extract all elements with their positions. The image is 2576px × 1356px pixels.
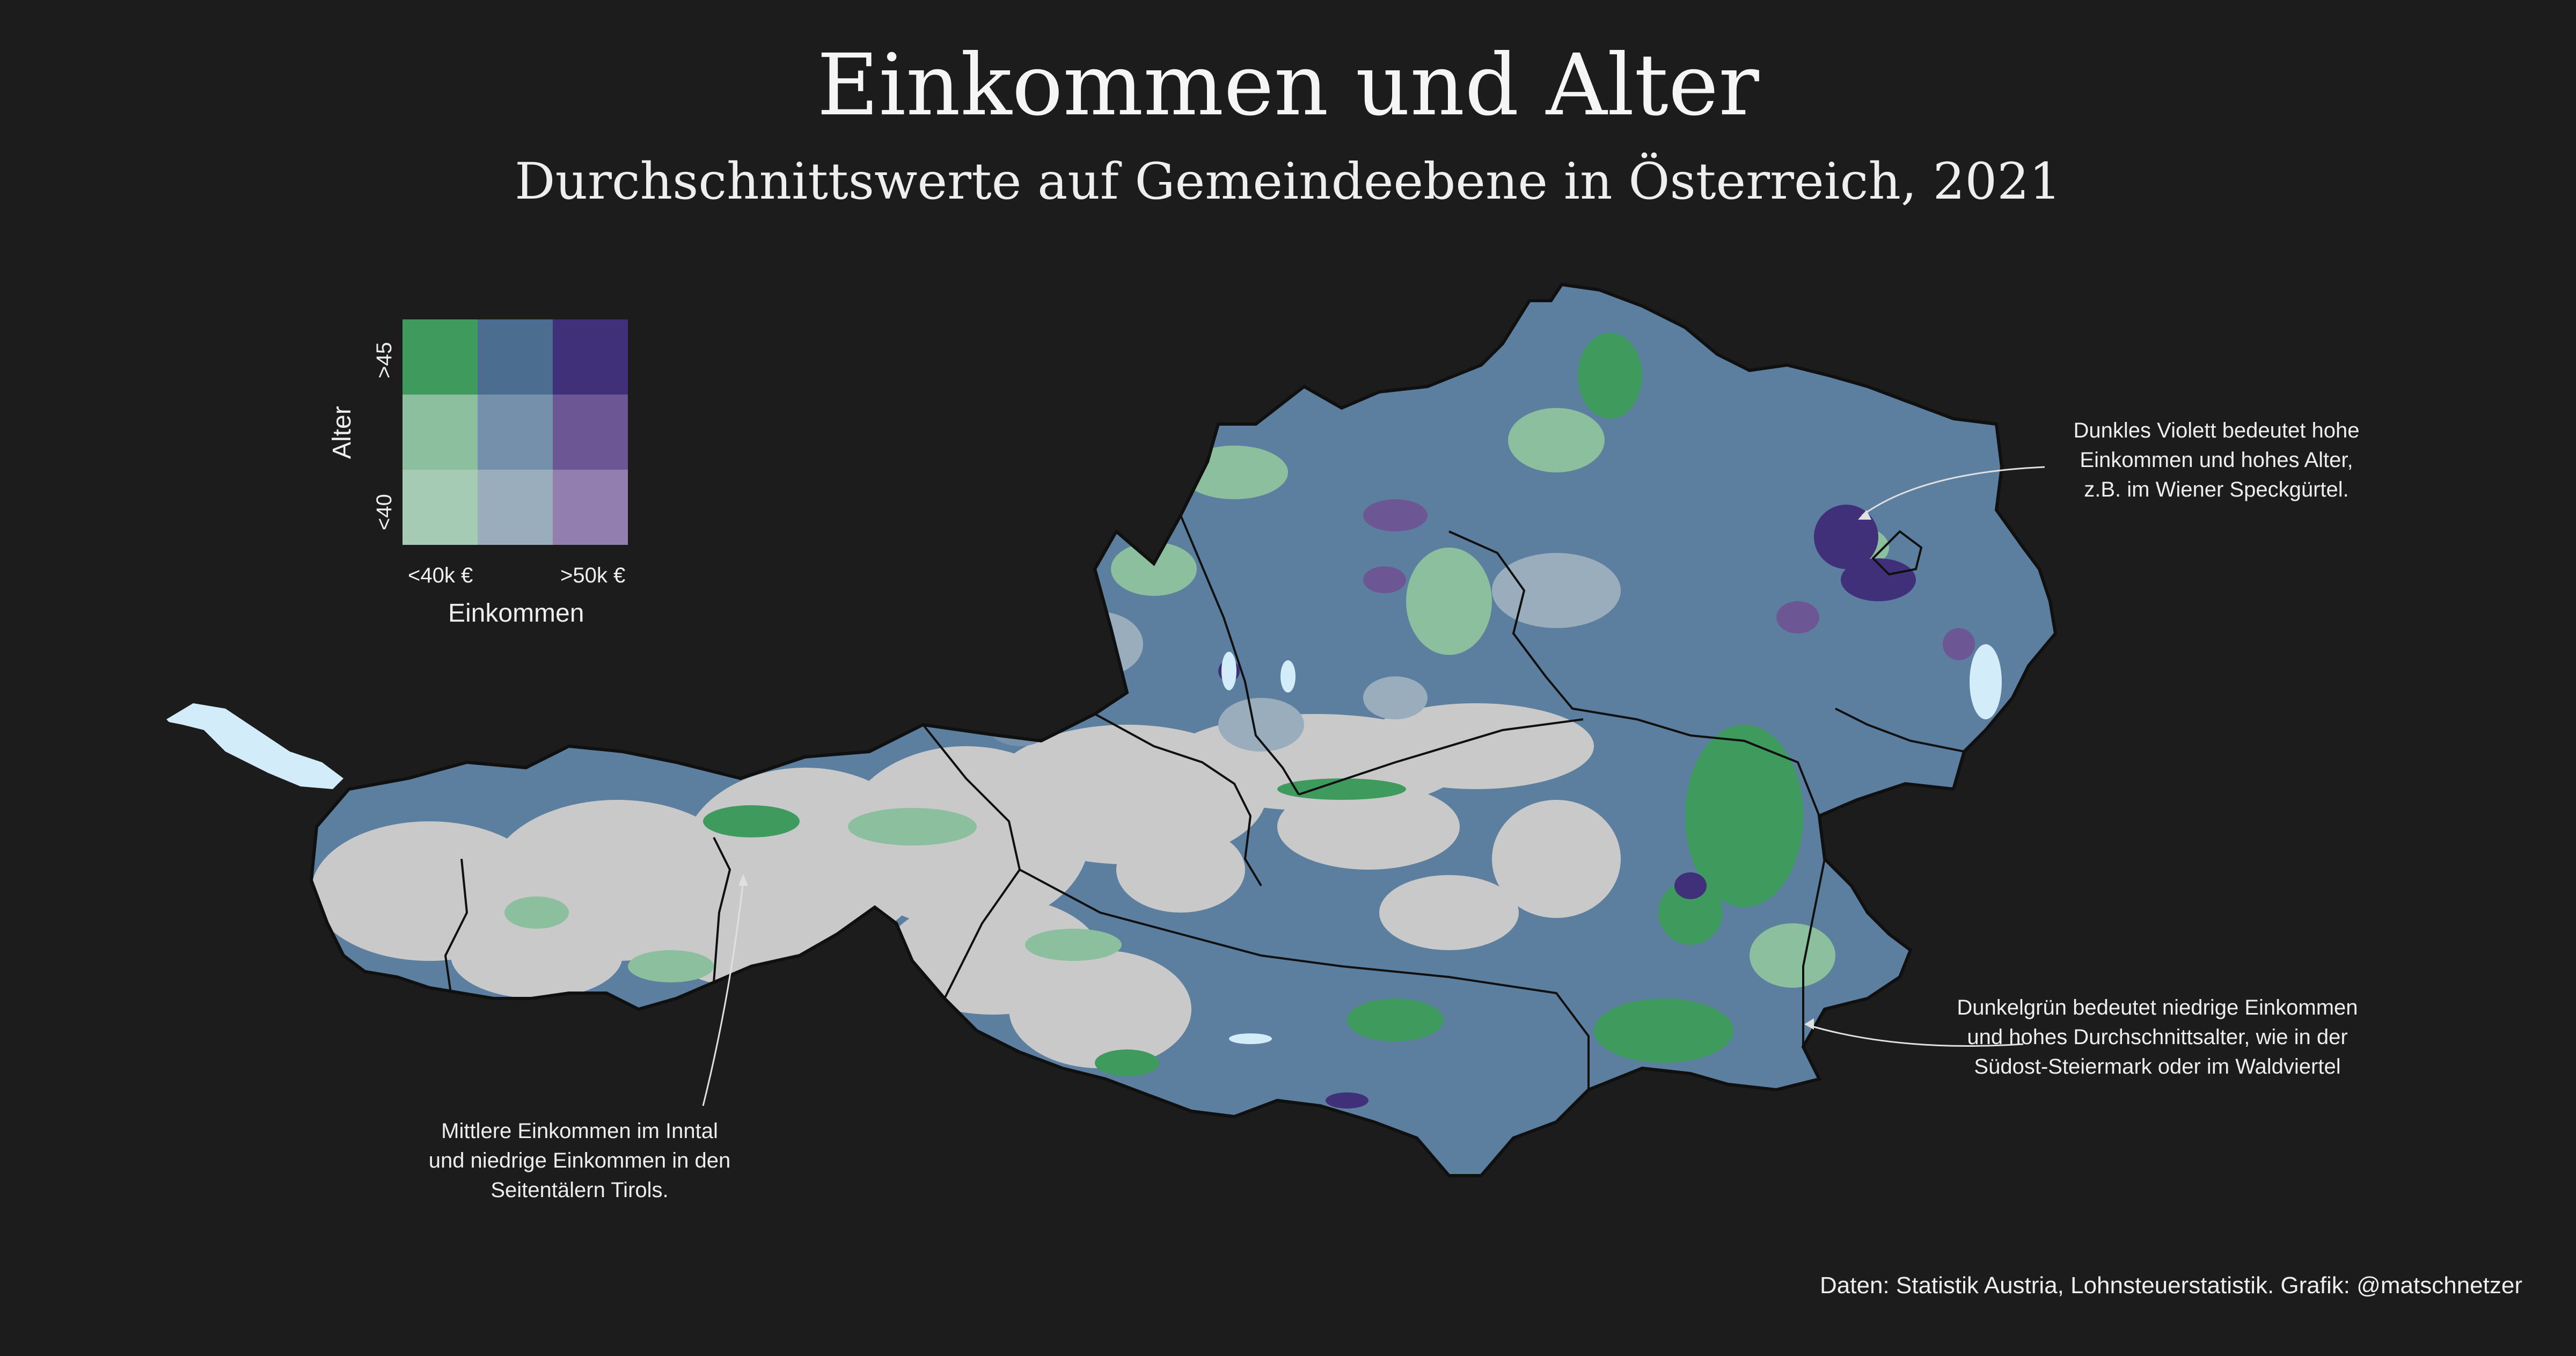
legend-cell <box>478 395 553 470</box>
chart-subtitle: Durchschnittswerte auf Gemeindeebene in … <box>515 152 2061 211</box>
low-income-patch <box>1406 548 1492 655</box>
legend-cell <box>402 319 478 395</box>
high-income-patch <box>1674 872 1707 899</box>
legend-y-axis-title: Alter <box>328 406 356 459</box>
low-income-patch <box>1578 333 1642 419</box>
neusiedl-lake <box>1970 644 2002 719</box>
legend-cell <box>553 319 628 395</box>
high-income-patch <box>1943 628 1975 660</box>
legend-x-high-label: >50k € <box>560 564 626 587</box>
low-income-patch <box>1277 778 1406 800</box>
legend-cell <box>553 470 628 545</box>
annotation-tyrol-line: Mittlere Einkommen im Inntal <box>441 1119 718 1143</box>
legend-x-axis-title: Einkommen <box>448 599 584 628</box>
annotation-styria-line: und hohes Durchschnittsalter, wie in der <box>1967 1025 2348 1049</box>
low-income-patch <box>1111 542 1197 596</box>
woerthersee-lake <box>1229 1033 1272 1044</box>
low-income-patch <box>504 896 569 929</box>
high-income-patch <box>1363 499 1428 531</box>
legend-cell <box>478 470 553 545</box>
annotation-vienna-line: Einkommen und hohes Alter, <box>2080 448 2353 472</box>
legend-cell <box>478 319 553 395</box>
low-income-patch <box>1508 408 1605 472</box>
high-income-patch <box>1776 601 1819 633</box>
low-income-patch <box>1095 1049 1159 1076</box>
mid-income-patch <box>1363 676 1428 719</box>
low-income-patch <box>1025 929 1122 961</box>
low-income-patch <box>1594 998 1733 1063</box>
low-income-patch <box>1347 998 1444 1041</box>
mid-income-patch <box>1953 859 2018 966</box>
low-income-patch <box>628 950 714 982</box>
lake-constance <box>166 703 343 789</box>
annotation-leaders <box>702 466 2045 1106</box>
annotation-vienna-line: Dunkles Violett bedeutet hohe <box>2073 419 2360 442</box>
alpine-area <box>451 913 623 998</box>
legend-y-high-label: >45 <box>372 342 396 378</box>
low-income-patch <box>1750 923 1835 988</box>
alpine-area <box>1009 950 1191 1068</box>
mid-income-patch <box>1218 698 1304 752</box>
low-income-patch <box>848 808 977 845</box>
alpine-area <box>1492 800 1621 918</box>
legend-y-low-label: <40 <box>372 494 396 530</box>
legend-x-low-label: <40k € <box>408 564 473 587</box>
annotation-tyrol-line: Seitentälern Tirols. <box>491 1178 669 1202</box>
low-income-patch <box>1181 446 1288 499</box>
alpine-area <box>1116 827 1245 913</box>
traunsee-lake <box>1280 660 1296 692</box>
annotation-tyrol-line: und niedrige Einkommen in den <box>428 1149 731 1173</box>
high-income-patch <box>1814 505 1878 569</box>
attersee-lake <box>1221 652 1236 690</box>
annotation-styria-line: Dunkelgrün bedeutet niedrige Einkommen <box>1957 996 2358 1019</box>
low-income-patch <box>703 805 800 837</box>
high-income-patch <box>1326 1092 1368 1109</box>
annotation-vienna: Dunkles Violett bedeutet hohe Einkommen … <box>2055 416 2377 505</box>
annotation-arrowheads <box>738 510 1871 1030</box>
low-income-patch <box>1685 725 1803 907</box>
legend-cell <box>402 395 478 470</box>
low-income-patch <box>1658 880 1723 945</box>
alpine-area <box>1277 784 1460 870</box>
high-income-patch <box>1841 558 1916 601</box>
annotation-styria: Dunkelgrün bedeutet niedrige Einkommen u… <box>1921 993 2394 1082</box>
legend-cell <box>553 395 628 470</box>
bivariate-legend: Alter <40 >45 <40k € >50k € Einkommen <box>322 317 633 628</box>
chart-title: Einkommen und Alter <box>817 36 1759 135</box>
high-income-patch <box>1363 566 1406 593</box>
legend-cell <box>402 470 478 545</box>
annotation-styria-line: Südost-Steiermark oder im Waldviertel <box>1974 1055 2341 1079</box>
annotation-vienna-line: z.B. im Wiener Speckgürtel. <box>2084 478 2349 502</box>
alpine-area <box>1379 875 1519 950</box>
legend-grid <box>402 319 628 545</box>
mid-income-patch <box>1057 612 1143 676</box>
state-borders <box>444 515 1965 1090</box>
annotation-tyrol: Mittlere Einkommen im Inntal und niedrig… <box>408 1117 751 1206</box>
source-caption: Daten: Statistik Austria, Lohnsteuerstat… <box>1820 1272 2522 1299</box>
mid-income-patch <box>1492 553 1621 628</box>
